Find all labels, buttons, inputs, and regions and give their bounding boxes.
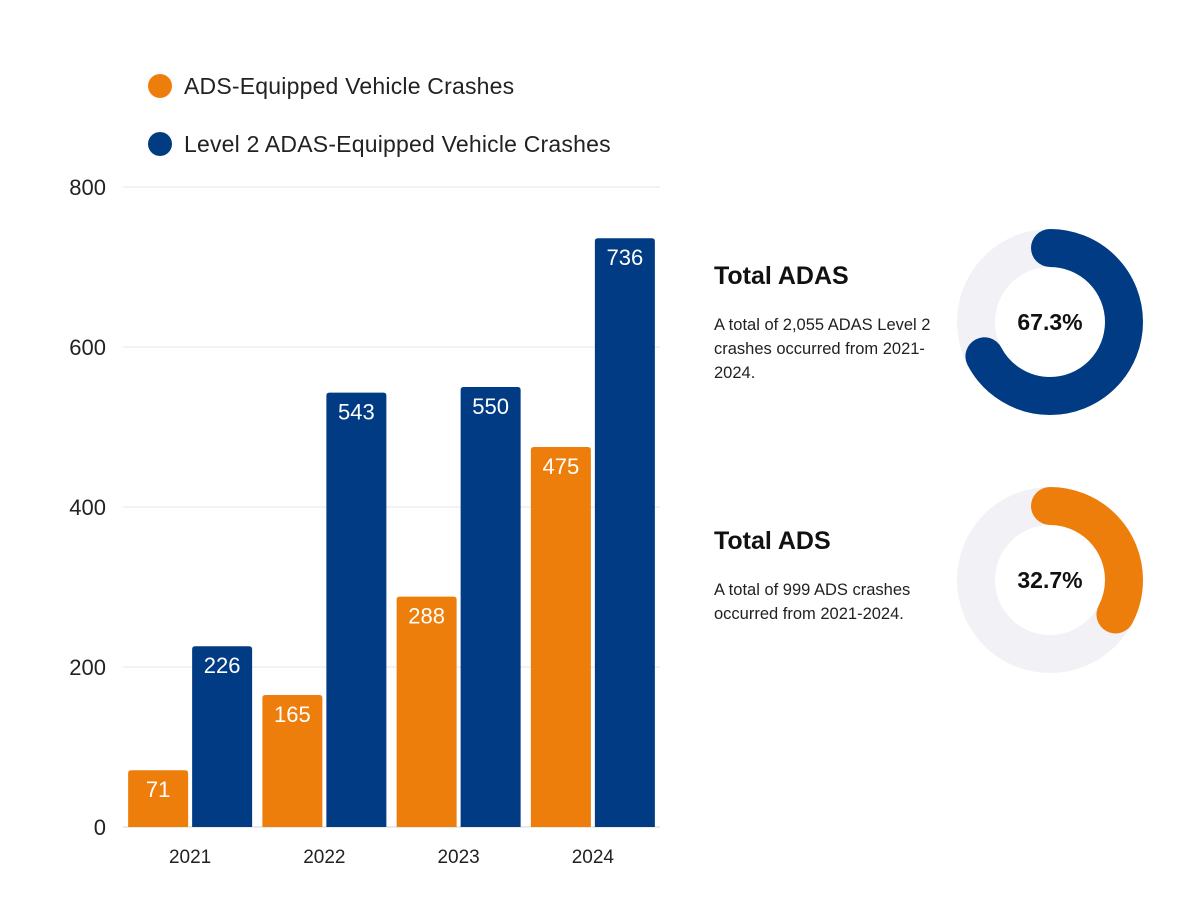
card-title-adas: Total ADAS — [714, 262, 849, 290]
legend-label-ads: ADS-Equipped Vehicle Crashes — [184, 72, 515, 99]
bar-value-adas-2024: 736 — [607, 245, 644, 270]
bar-value-ads-2023: 288 — [408, 604, 445, 629]
donut-ads-percent: 32.7% — [1017, 567, 1082, 593]
bar-adas-2021 — [192, 646, 253, 827]
bar-chart: 0 200 400 600 800 71 226 165 543 288 550 475 736 20… — [69, 175, 660, 868]
legend-dot-adas — [148, 132, 172, 156]
bar-value-adas-2022: 543 — [338, 400, 375, 425]
x-tick-label-2024: 2024 — [572, 847, 615, 868]
legend-label-adas: Level 2 ADAS-Equipped Vehicle Crashes — [184, 130, 611, 157]
card-total-ads: Total ADS A total of 999 ADS crashes occ… — [714, 527, 954, 626]
legend-item-ads: ADS-Equipped Vehicle Crashes — [148, 68, 611, 104]
donut-ads-arc — [957, 487, 1143, 673]
bar-value-ads-2022: 165 — [274, 702, 311, 727]
card-total-adas: Total ADAS A total of 2,055 ADAS Level 2… — [714, 262, 954, 385]
y-tick-label-400: 400 — [69, 495, 106, 520]
bar-adas-2022 — [326, 392, 387, 827]
chart-legend: ADS-Equipped Vehicle Crashes Level 2 ADA… — [148, 68, 611, 184]
y-tick-label-800: 800 — [69, 175, 106, 200]
x-tick-label-2021: 2021 — [169, 847, 211, 868]
x-tick-label-2022: 2022 — [303, 847, 345, 868]
bar-value-ads-2024: 475 — [543, 454, 580, 479]
bar-value-adas-2023: 550 — [472, 394, 509, 419]
bar-ads-2024 — [530, 447, 591, 827]
donut-adas: 67.3% — [957, 229, 1143, 415]
bar-ads-2022 — [262, 695, 323, 827]
x-tick-label-2023: 2023 — [437, 847, 479, 868]
donut-adas-arc — [957, 229, 1143, 415]
legend-item-adas: Level 2 ADAS-Equipped Vehicle Crashes — [148, 126, 611, 162]
bar-ads-2023 — [396, 596, 457, 827]
y-tick-label-0: 0 — [94, 815, 106, 840]
y-tick-label-200: 200 — [69, 655, 106, 680]
bar-value-ads-2021: 71 — [146, 777, 170, 802]
card-title-ads: Total ADS — [714, 527, 831, 555]
y-tick-label-600: 600 — [69, 335, 106, 360]
donut-ads: 32.7% — [957, 487, 1143, 673]
bar-adas-2024 — [594, 238, 655, 827]
x-axis-labels: 2021 2022 2023 2024 — [169, 847, 614, 868]
card-text-ads: A total of 999 ADS crashes occurred from… — [714, 581, 911, 623]
donut-adas-percent: 67.3% — [1017, 309, 1082, 335]
card-text-adas: A total of 2,055 ADAS Level 2 crashes oc… — [714, 316, 931, 382]
bar-adas-2023 — [460, 387, 521, 827]
bars: 71 226 165 543 288 550 475 736 — [128, 238, 655, 827]
bar-value-adas-2021: 226 — [204, 653, 241, 678]
legend-dot-ads — [148, 74, 172, 98]
bar-ads-2021 — [128, 770, 189, 827]
y-axis-ticks: 0 200 400 600 800 — [69, 175, 106, 840]
